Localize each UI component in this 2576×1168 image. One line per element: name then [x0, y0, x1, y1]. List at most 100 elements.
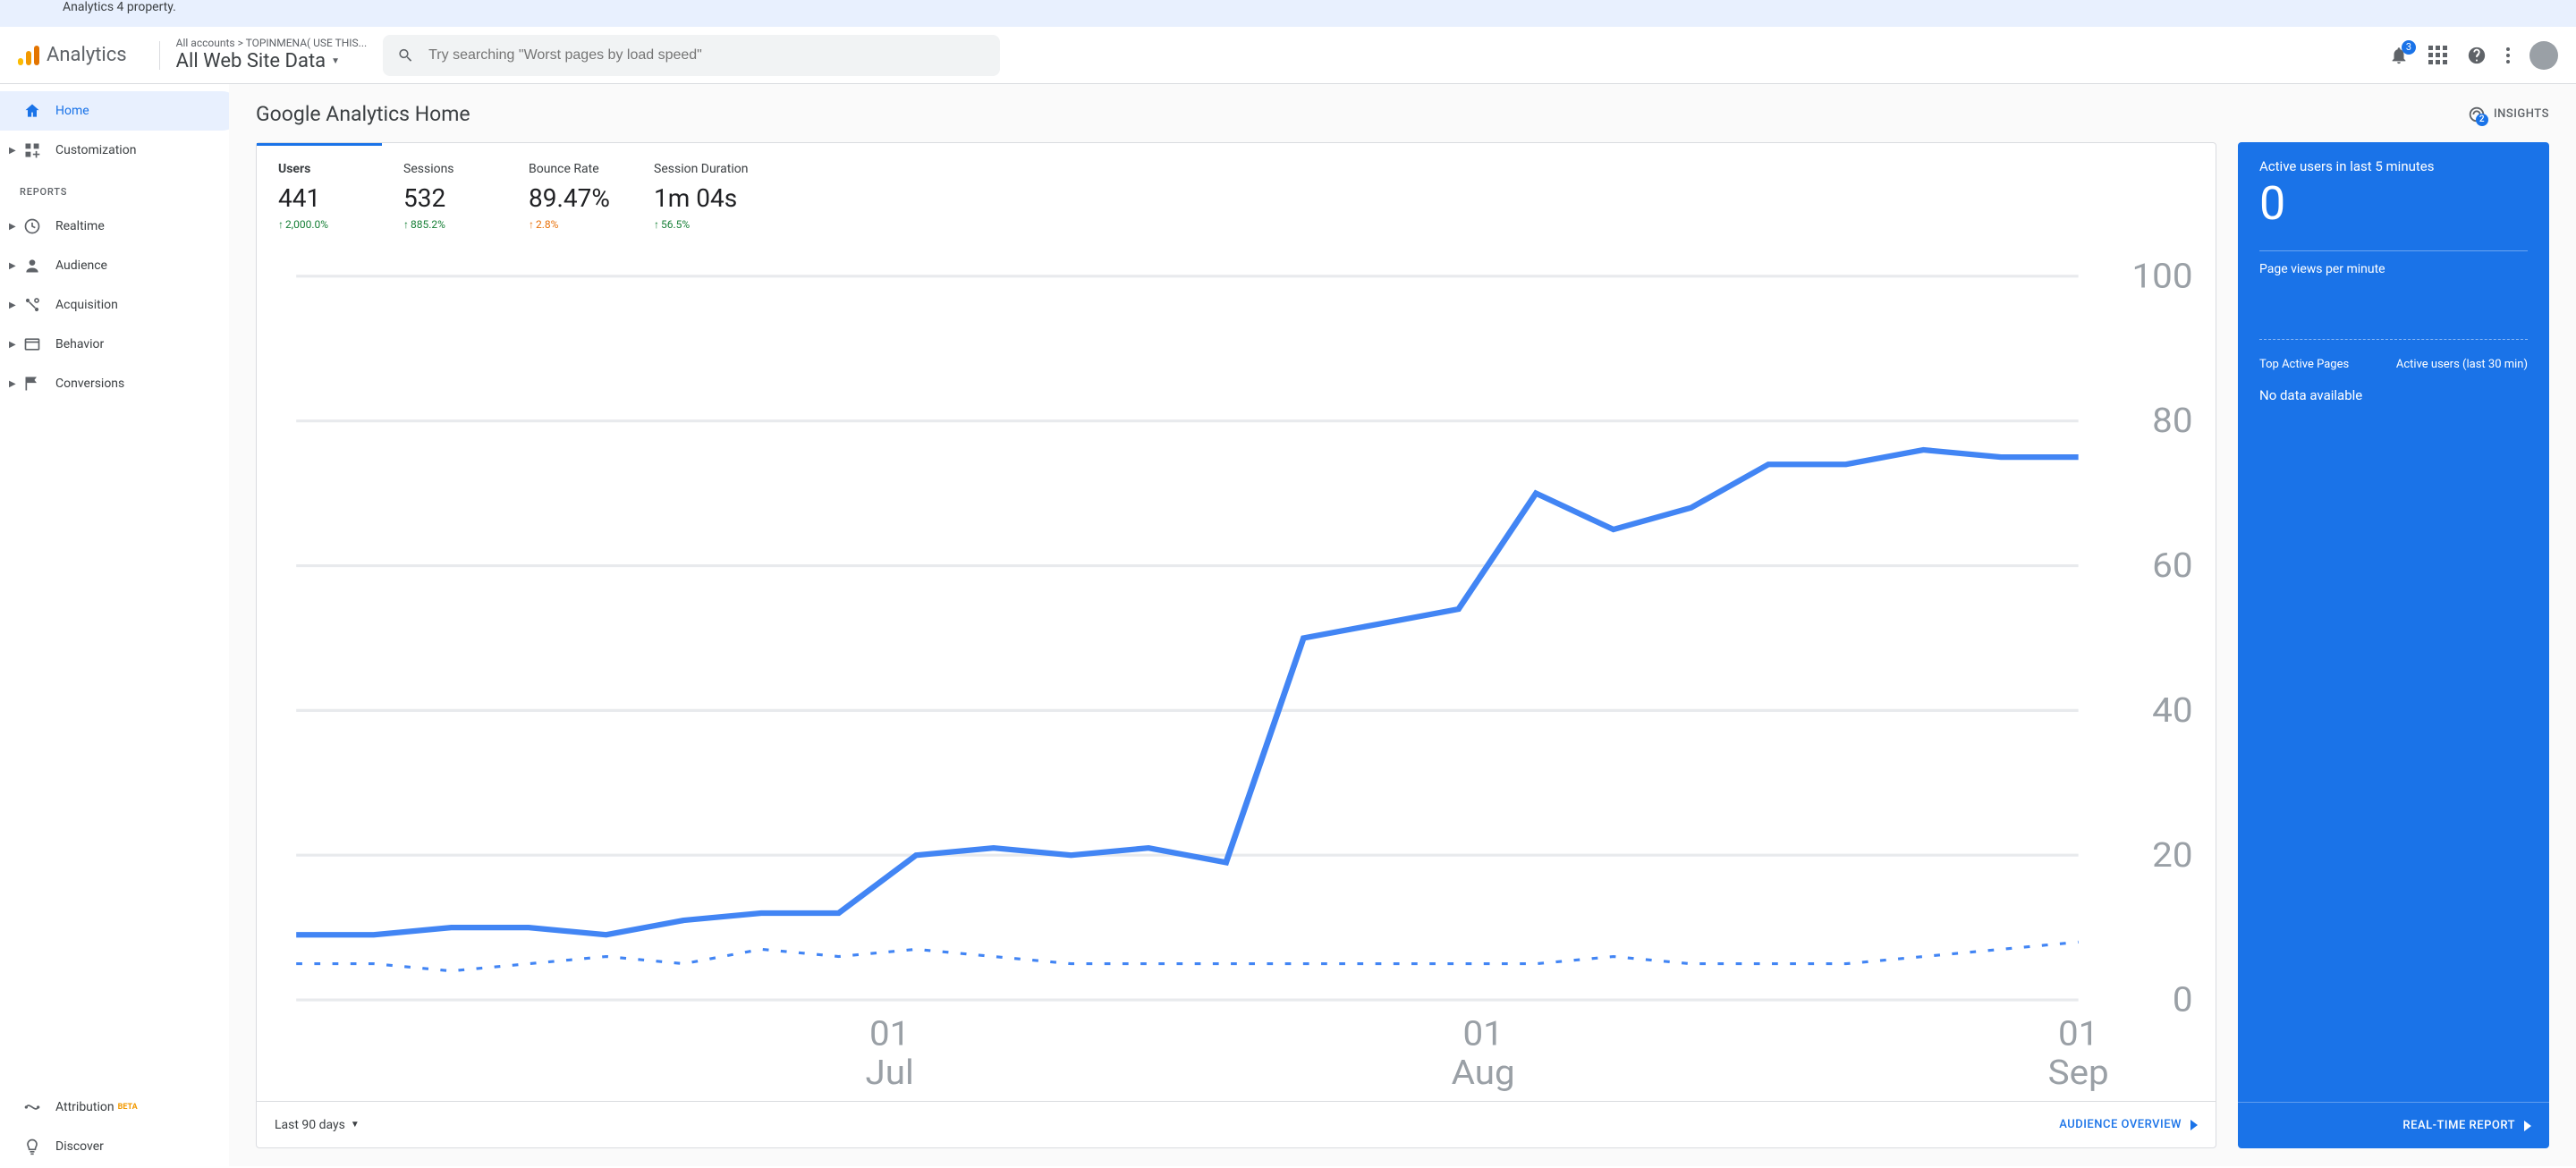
main-content: Google Analytics Home 2 INSIGHTS Users 4… [229, 84, 2576, 1166]
rt-active-users: 0 [2259, 176, 2528, 231]
metric-value: 441 [278, 183, 360, 213]
account-switcher[interactable]: All accounts > TOPINMENA( USE THIS... Al… [176, 37, 368, 73]
chevron-right-icon: ▶ [9, 146, 20, 156]
notif-badge: 3 [2402, 40, 2416, 55]
info-banner: Analytics 4 property. [0, 0, 2576, 27]
search-icon [397, 47, 414, 64]
breadcrumbs: All accounts > TOPINMENA( USE THIS... [176, 37, 368, 49]
sidebar-item-label: Attribution [55, 1100, 114, 1114]
svg-text:01: 01 [869, 1014, 910, 1054]
sidebar-item-audience[interactable]: ▶ Audience [0, 246, 229, 285]
metric-tab-session-duration[interactable]: Session Duration 1m 04s ↑56.5% [632, 143, 769, 241]
arrow-up-icon: ↑ [654, 218, 659, 231]
chevron-right-icon: ▶ [9, 379, 20, 389]
chevron-right-icon: ▶ [9, 222, 20, 232]
insights-badge: 2 [2476, 114, 2488, 126]
chevron-down-icon: ▼ [331, 56, 340, 67]
home-icon [23, 102, 45, 120]
svg-text:100: 100 [2131, 259, 2192, 296]
metric-delta: ↑2.8% [529, 218, 611, 231]
metric-label: Users [278, 162, 360, 176]
metric-tab-bounce-rate[interactable]: Bounce Rate 89.47% ↑2.8% [507, 143, 632, 241]
acquisition-icon [23, 296, 45, 314]
metric-tab-users[interactable]: Users 441 ↑2,000.0% [257, 143, 382, 241]
sidebar-item-behavior[interactable]: ▶ Behavior [0, 325, 229, 364]
metric-delta: ↑885.2% [403, 218, 486, 231]
chevron-right-icon [2524, 1121, 2531, 1131]
insights-button[interactable]: 2 INSIGHTS [2467, 105, 2549, 124]
sidebar-item-label: Realtime [55, 219, 105, 233]
metric-tab-sessions[interactable]: Sessions 532 ↑885.2% [382, 143, 507, 241]
sidebar-item-label: Acquisition [55, 298, 118, 312]
metric-value: 1m 04s [654, 183, 748, 213]
svg-text:40: 40 [2152, 690, 2192, 730]
period-picker[interactable]: Last 90 days ▼ [275, 1118, 360, 1132]
sidebar-item-discover[interactable]: ▶ Discover [0, 1127, 229, 1166]
flag-icon [23, 375, 45, 393]
sidebar-item-attribution[interactable]: ▶ AttributionBETA [0, 1088, 229, 1127]
period-label: Last 90 days [275, 1118, 345, 1132]
realtime-card: Active users in last 5 minutes 0 Page vi… [2238, 142, 2549, 1148]
search-input[interactable] [428, 47, 986, 63]
audience-card: Users 441 ↑2,000.0% Sessions 532 ↑885.2%… [256, 142, 2216, 1148]
more-icon[interactable] [2506, 47, 2510, 63]
metric-value: 532 [403, 183, 486, 213]
svg-text:01: 01 [2058, 1014, 2098, 1054]
sidebar-item-label: Audience [55, 258, 107, 273]
ga-logo[interactable]: Analytics [16, 44, 127, 67]
rt-title: Active users in last 5 minutes [2259, 158, 2528, 174]
metric-label: Bounce Rate [529, 162, 611, 176]
sidebar-item-label: Behavior [55, 337, 104, 351]
svg-text:20: 20 [2152, 835, 2192, 875]
svg-text:Sep: Sep [2048, 1053, 2109, 1092]
notifications-button[interactable]: 3 [2389, 46, 2409, 65]
arrow-up-icon: ↑ [403, 218, 409, 231]
rt-col-right: Active users (last 30 min) [2396, 358, 2528, 371]
help-icon[interactable] [2467, 46, 2487, 65]
behavior-icon [23, 335, 45, 353]
sidebar-item-label: Home [55, 104, 89, 118]
banner-text: Analytics 4 property. [63, 0, 176, 14]
clock-icon [23, 217, 45, 235]
metric-label: Session Duration [654, 162, 748, 176]
audience-overview-link[interactable]: AUDIENCE OVERVIEW [2059, 1118, 2198, 1131]
discover-icon [23, 1138, 45, 1155]
search-bar[interactable] [383, 35, 1000, 76]
svg-text:Jul: Jul [866, 1053, 914, 1092]
metric-label: Sessions [403, 162, 486, 176]
arrow-up-icon: ↑ [278, 218, 284, 231]
reports-header: REPORTS [0, 170, 229, 207]
chevron-right-icon: ▶ [9, 340, 20, 350]
person-icon [23, 257, 45, 275]
svg-text:60: 60 [2152, 546, 2192, 585]
chevron-right-icon: ▶ [9, 261, 20, 271]
sidebar-item-realtime[interactable]: ▶ Realtime [0, 207, 229, 246]
rt-pageviews-label: Page views per minute [2259, 262, 2528, 276]
sidebar-item-label: Conversions [55, 377, 124, 391]
chevron-right-icon: ▶ [9, 300, 20, 310]
sidebar-item-acquisition[interactable]: ▶ Acquisition [0, 285, 229, 325]
apps-button[interactable] [2428, 46, 2447, 64]
metric-delta: ↑56.5% [654, 218, 748, 231]
brand-name: Analytics [47, 44, 127, 66]
svg-text:01: 01 [1462, 1014, 1503, 1054]
app-header: Analytics All accounts > TOPINMENA( USE … [0, 27, 2576, 84]
sidebar-item-conversions[interactable]: ▶ Conversions [0, 364, 229, 403]
users-chart: 02040608010001Jul01Aug01Sep [257, 241, 2216, 1101]
sidebar-item-label: Discover [55, 1139, 104, 1154]
beta-badge: BETA [118, 1103, 138, 1112]
arrow-up-icon: ↑ [529, 218, 534, 231]
view-name: All Web Site Data [176, 50, 326, 73]
chevron-down-icon: ▼ [351, 1120, 360, 1130]
sidebar-item-customization[interactable]: ▶ Customization [0, 131, 229, 170]
svg-text:Aug: Aug [1452, 1053, 1515, 1092]
attribution-icon [23, 1098, 45, 1116]
realtime-report-link[interactable]: REAL-TIME REPORT [2402, 1119, 2531, 1132]
page-title: Google Analytics Home [256, 102, 470, 126]
svg-text:0: 0 [2173, 980, 2193, 1020]
sidebar-item-home[interactable]: ▶ Home [0, 91, 242, 131]
metric-delta: ↑2,000.0% [278, 218, 360, 231]
customize-icon [23, 141, 45, 159]
rt-no-data: No data available [2259, 387, 2528, 403]
avatar[interactable] [2529, 41, 2558, 70]
